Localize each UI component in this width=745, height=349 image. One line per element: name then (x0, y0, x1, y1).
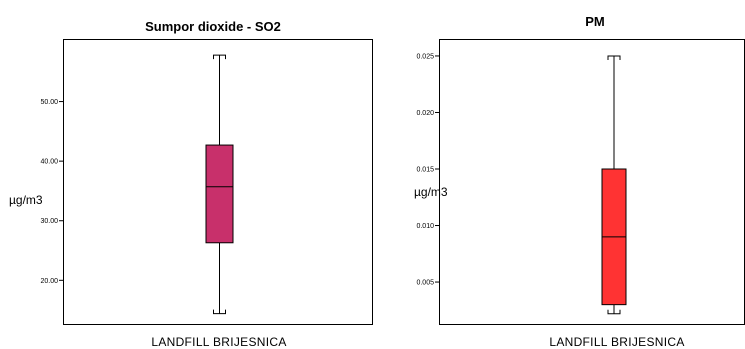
y-tick-label: 0.005 (416, 280, 434, 287)
iqr-box (205, 144, 234, 244)
plot-frame (439, 39, 745, 325)
upper-whisker-cap (607, 55, 621, 60)
y-tick-label: 30.00 (40, 218, 58, 225)
y-tick-label: 50.00 (40, 99, 58, 106)
plot-frame (63, 39, 373, 325)
lower-whisker-cap (213, 309, 226, 315)
upper-whisker-cap (213, 54, 226, 60)
y-tick-label: 40.00 (40, 159, 58, 166)
y-axis-label: µg/m3 (9, 193, 43, 207)
y-tick-label: 0.020 (416, 110, 434, 117)
y-tick-label: 0.010 (416, 223, 434, 230)
lower-whisker-cap (607, 309, 621, 315)
y-tick-label: 0.015 (416, 167, 434, 174)
y-tick-label: 20.00 (40, 278, 58, 285)
x-category-label: LANDFILL BRIJESNICA (151, 335, 286, 349)
x-category-label: LANDFILL BRIJESNICA (549, 335, 684, 349)
y-tick-label: 0.025 (416, 53, 434, 60)
chart-title: Sumpor dioxide - SO2 (145, 19, 281, 34)
y-axis-label: µg/m3 (414, 185, 448, 199)
chart-title: PM (585, 14, 605, 29)
